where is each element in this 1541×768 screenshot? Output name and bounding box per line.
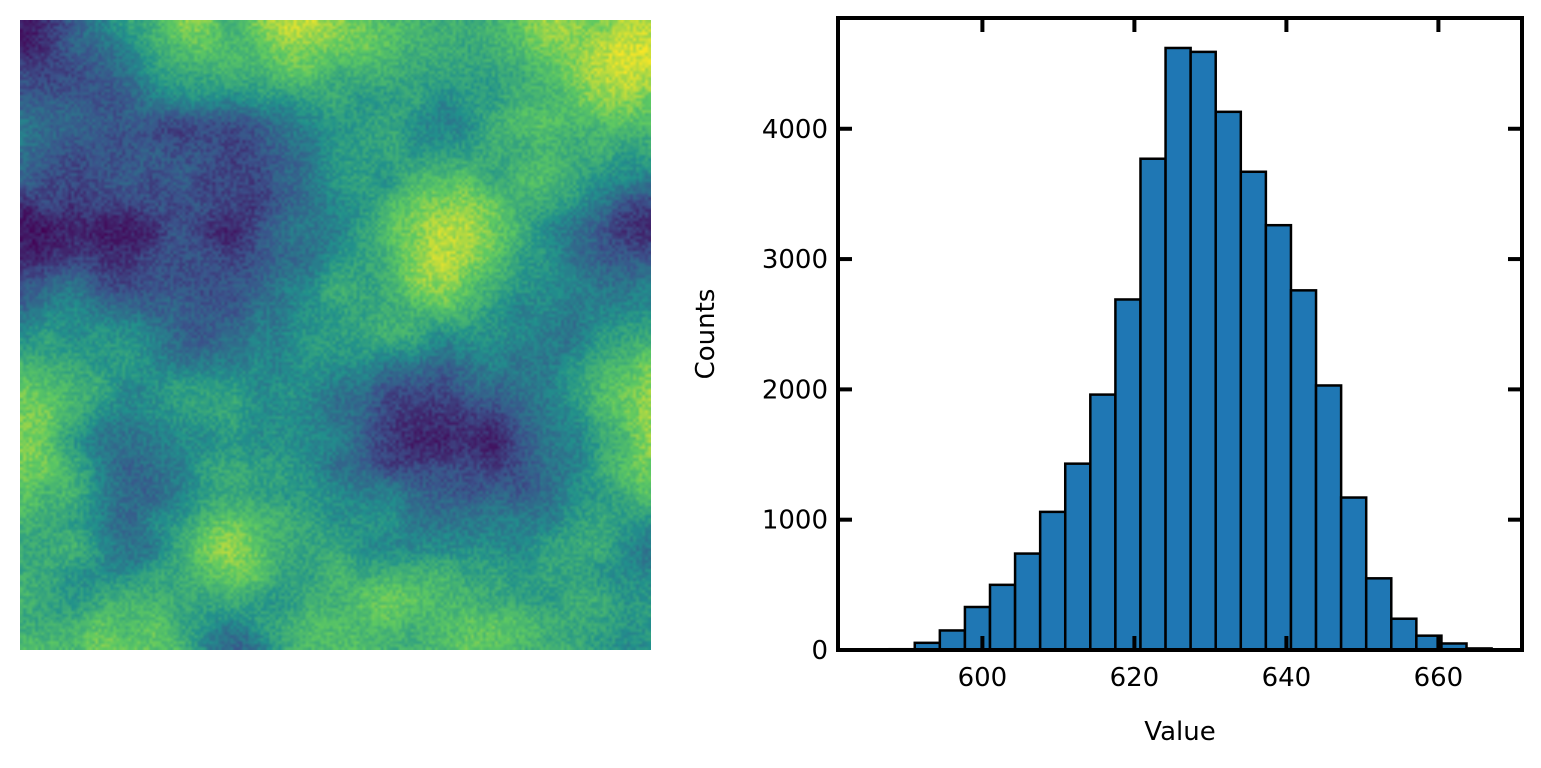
histogram-bar [1189, 50, 1217, 652]
x-tick-label: 600 [958, 663, 1008, 693]
x-tick-label: 660 [1414, 663, 1464, 693]
axis-ticks: 600 620 640 660 0 1000 2000 3000 4000 [762, 18, 1522, 693]
histogram-bar [1289, 289, 1318, 652]
histogram-bar [1264, 223, 1293, 652]
y-tick-label: 3000 [762, 245, 828, 275]
y-tick-label: 0 [811, 636, 828, 666]
histogram-bar [963, 605, 992, 652]
y-tick-label: 2000 [762, 375, 828, 405]
noise-image-heatmap [20, 20, 651, 650]
histogram-bar [1164, 46, 1192, 652]
histogram-bar [1314, 384, 1343, 652]
histogram-bar [1339, 496, 1368, 652]
y-tick-label: 1000 [762, 506, 828, 536]
histogram-bars [863, 46, 1493, 652]
x-tick-label: 640 [1262, 663, 1312, 693]
histogram-bar [1063, 462, 1092, 652]
histogram-bar [1390, 617, 1418, 652]
x-axis-label: Value [1144, 717, 1215, 747]
y-tick-label: 4000 [762, 115, 828, 145]
histogram-bar [1089, 393, 1117, 652]
y-axis-label: Counts [691, 289, 721, 380]
x-tick-label: 620 [1110, 663, 1160, 693]
histogram-bar [1364, 577, 1393, 652]
histogram-bar [1139, 157, 1167, 652]
histogram-bar [1239, 170, 1268, 652]
histogram-bar [1038, 510, 1067, 652]
histogram-bar [1114, 298, 1142, 652]
histogram-bar [1013, 552, 1042, 652]
histogram-bar [1214, 110, 1243, 652]
histogram-bar [988, 583, 1017, 652]
histogram-bar [938, 629, 967, 652]
plot-frame [836, 16, 1524, 652]
